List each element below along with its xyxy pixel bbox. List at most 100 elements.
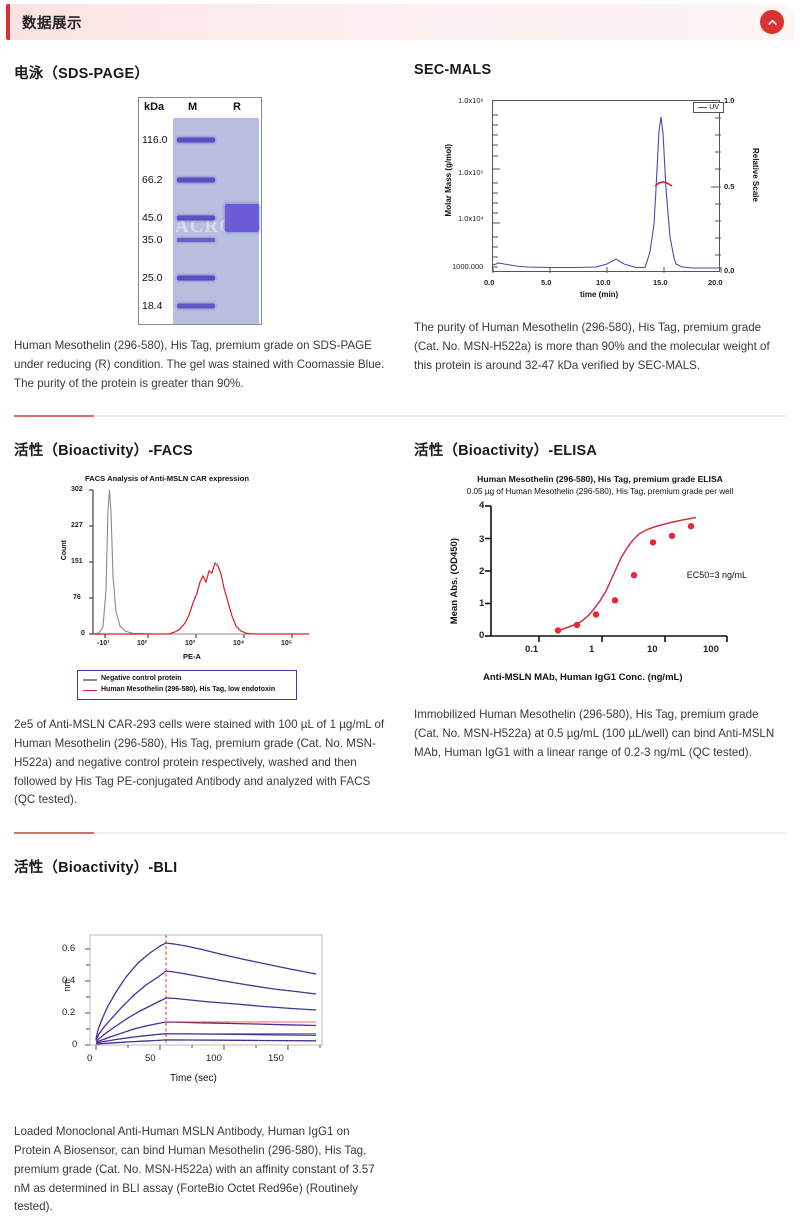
facs-y-axis-title: Count (61, 540, 68, 561)
sec-mals-y-axis-title: Molar Mass (g/mol) (444, 144, 453, 217)
chevron-up-icon (767, 19, 777, 25)
sec-mals-legend: UV (693, 102, 724, 113)
sec-mals-y2tick: 1.0 (724, 96, 735, 105)
bli-curve (95, 1039, 317, 1045)
facs-xtick: 10⁵ (281, 640, 293, 648)
elisa-data-point (687, 523, 695, 530)
gel-ladder-band (177, 303, 215, 309)
sec-mals-plot-area (492, 100, 722, 273)
elisa-data-point (592, 611, 600, 619)
gel-ladder-band (177, 275, 215, 281)
caption-bli: Loaded Monoclonal Anti-Human MSLN Antibo… (14, 1125, 375, 1214)
sec-mals-ytick: 1.0x10⁵ (458, 168, 484, 177)
gel-mw-label: 35.0 (142, 234, 163, 246)
sec-mals-y2tick: 0.0 (724, 266, 735, 275)
panel-header: 数据展示 (6, 4, 794, 40)
caption-facs: 2e5 of Anti-MSLN CAR-293 cells were stai… (14, 718, 385, 807)
collapse-panel-button[interactable] (760, 10, 784, 34)
row-facs-elisa: 活性（Bioactivity）-FACS FACS Analysis of An… (14, 417, 786, 810)
section-sec-mals: SEC-MALS Molar Mass (g/mol) Relative Sca… (400, 40, 786, 393)
facs-x-axis-title: PE-A (183, 652, 201, 662)
bli-fit (95, 1039, 317, 1045)
elisa-data-point (611, 597, 619, 604)
sec-mals-xtick: 20.0 (708, 278, 723, 287)
section-title-sds-page: 电泳（SDS-PAGE） (14, 66, 150, 82)
sec-mals-ytick: 1.0x10⁶ (458, 96, 484, 105)
elisa-plot-area (485, 505, 728, 643)
bli-ytick: 0.4 (62, 975, 76, 987)
elisa-curve (485, 505, 728, 643)
bli-curve (95, 970, 317, 1041)
facs-ytick: 151 (71, 558, 83, 566)
caption-elisa: Immobilized Human Mesothelin (296-580), … (414, 708, 775, 759)
facs-ytick: 76 (73, 594, 81, 602)
sec-mals-chart: Molar Mass (g/mol) Relative Scale time (… (440, 92, 760, 307)
elisa-ytick: 1 (479, 598, 485, 610)
section-divider (14, 832, 786, 835)
elisa-ytick: 2 (479, 566, 485, 578)
bli-xtick: 50 (145, 1053, 156, 1065)
section-facs: 活性（Bioactivity）-FACS FACS Analysis of An… (14, 417, 400, 810)
elisa-ec50-annotation: EC50=3 ng/mL (686, 570, 747, 581)
bli-curve (95, 1021, 317, 1043)
sec-mals-ytick: 1000.000 (452, 262, 484, 271)
sec-mals-y2-axis-title: Relative Scale (751, 148, 760, 202)
gel-mw-label: 18.4 (142, 300, 163, 312)
sec-mals-y2tick: 0.5 (724, 182, 735, 191)
elisa-xtick: 100 (703, 644, 719, 656)
figure-sds-page: kDa M R ACRO 116.0 66.2 45.0 35.0 25.0 (14, 97, 386, 325)
gel-ladder-band (177, 177, 215, 183)
legend-swatch-uv (698, 106, 708, 108)
section-title-facs: 活性（Bioactivity）-FACS (14, 443, 193, 460)
elisa-chart-subtitle: 0.05 µg of Human Mesothelin (296-580), H… (466, 487, 734, 497)
section-divider (14, 415, 786, 418)
facs-xtick: 10⁴ (233, 640, 245, 648)
row-bli: 活性（Bioactivity）-BLI nm Time (sec) 0 0.2 … (14, 834, 786, 1217)
row-sdspage-secmals: 电泳（SDS-PAGE） kDa M R ACRO 116.0 6 (14, 40, 786, 393)
facs-legend: Negative control protein Human Mesotheli… (77, 670, 297, 701)
gel-image: kDa M R ACRO 116.0 66.2 45.0 35.0 25.0 (138, 97, 262, 325)
gel-mw-label: 25.0 (142, 272, 163, 284)
bli-ytick: 0 (72, 1039, 78, 1051)
sec-mals-x-axis-title: time (min) (580, 290, 619, 299)
gel-mw-label: 45.0 (142, 212, 163, 224)
bli-fit (95, 997, 317, 1042)
elisa-chart: Human Mesothelin (296-580), His Tag, pre… (435, 474, 765, 694)
bli-fit (95, 1033, 317, 1044)
section-bli: 活性（Bioactivity）-BLI nm Time (sec) 0 0.2 … (14, 834, 786, 1217)
elisa-xtick: 10 (647, 644, 658, 656)
sec-mals-xtick: 5.0 (541, 278, 552, 287)
section-title-bli: 活性（Bioactivity）-BLI (14, 860, 178, 877)
page-title: 数据展示 (22, 15, 82, 32)
figure-elisa: Human Mesothelin (296-580), His Tag, pre… (414, 474, 786, 694)
figure-bli: nm Time (sec) 0 0.2 0.4 0.6 0 50 100 150 (14, 927, 772, 1097)
facs-xtick: -10¹ (97, 640, 110, 648)
gel-mw-label: 66.2 (142, 174, 163, 186)
facs-xtick: 10³ (185, 640, 196, 648)
facs-chart-title: FACS Analysis of Anti-MSLN CAR expressio… (85, 474, 249, 484)
facs-ytick: 0 (81, 630, 85, 638)
gel-ladder-band (177, 238, 215, 242)
caption-sds-page: Human Mesothelin (296-580), His Tag, pre… (14, 339, 385, 390)
gel-column-headers: kDa M R (139, 98, 261, 118)
facs-chart: FACS Analysis of Anti-MSLN CAR expressio… (55, 474, 345, 704)
facs-ytick: 227 (71, 522, 83, 530)
gel-sample-band (225, 204, 259, 232)
elisa-data-point (649, 539, 657, 546)
bli-xtick: 100 (206, 1053, 222, 1065)
elisa-xtick: 0.1 (525, 644, 539, 656)
gel-watermark: ACRO (175, 216, 235, 237)
section-sds-page: 电泳（SDS-PAGE） kDa M R ACRO 116.0 6 (14, 40, 400, 393)
legend-label-mesothelin: Human Mesothelin (296-580), His Tag, low… (101, 686, 276, 694)
bli-ytick: 0.6 (62, 943, 76, 955)
bli-ytick: 0.2 (62, 1007, 76, 1019)
facs-xtick: 10² (137, 640, 148, 648)
gel-ladder-band (177, 137, 215, 143)
legend-swatch-mesothelin (83, 689, 97, 692)
section-title-elisa: 活性（Bioactivity）-ELISA (414, 443, 598, 460)
bli-xtick: 0 (87, 1053, 93, 1065)
section-elisa: 活性（Bioactivity）-ELISA Human Mesothelin (… (400, 417, 786, 810)
facs-plot-area (89, 489, 309, 639)
elisa-ytick: 0 (479, 630, 485, 642)
figure-sec-mals: Molar Mass (g/mol) Relative Scale time (… (414, 92, 786, 307)
